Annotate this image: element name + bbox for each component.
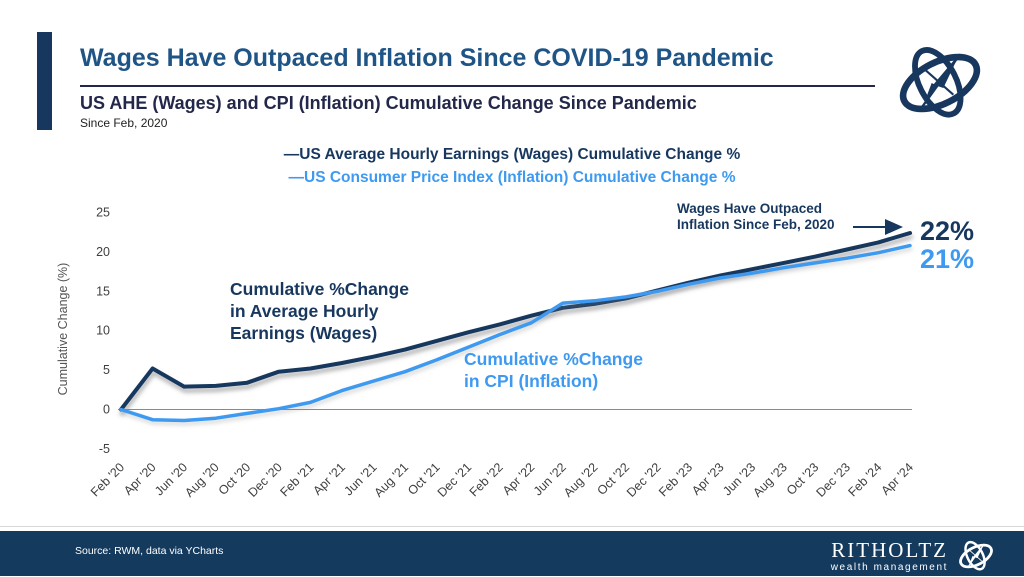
title-underline — [80, 85, 875, 87]
chart-subtitle: US AHE (Wages) and CPI (Inflation) Cumul… — [80, 93, 697, 113]
brand-subtitle: wealth management — [830, 561, 948, 573]
cpi-line — [119, 243, 912, 423]
footer-divider — [0, 526, 1024, 527]
y-tick-label: 25 — [96, 206, 110, 220]
wages-end-value: 22% — [920, 216, 975, 246]
x-tick-label: Dec '22 — [624, 460, 664, 500]
legend-item-cpi: —US Consumer Price Index (Inflation) Cum… — [288, 169, 736, 186]
wages-annotation: Cumulative %Change in Average Hourly Ear… — [230, 279, 409, 343]
x-tick-label: Dec '23 — [813, 460, 853, 500]
y-tick-label: 15 — [96, 284, 110, 298]
y-tick-label: 10 — [96, 324, 110, 338]
source-note: Source: RWM, data via YCharts — [75, 545, 224, 557]
x-tick-label: Apr '23 — [689, 460, 727, 498]
page-title: Wages Have Outpaced Inflation Since COVI… — [80, 44, 774, 72]
x-tick-label: Dec '21 — [435, 460, 475, 500]
outpaced-annotation: Wages Have Outpaced Inflation Since Feb,… — [677, 201, 835, 232]
x-tick-label: Feb '20 — [88, 460, 127, 499]
wages-line — [119, 231, 912, 412]
x-tick-label: Feb '22 — [467, 460, 506, 499]
y-tick-label: -5 — [99, 442, 110, 456]
x-tick-label: Apr '21 — [310, 460, 348, 498]
x-tick-label: Apr '20 — [121, 460, 159, 498]
x-tick-label: Feb '24 — [845, 460, 884, 499]
x-tick-label: Feb '21 — [277, 460, 316, 499]
y-tick-label: 5 — [103, 363, 110, 377]
accent-bar — [37, 32, 52, 130]
brand-name: RITHOLTZ — [831, 537, 948, 562]
x-tick-label: Feb '23 — [656, 460, 695, 499]
footer-brand: RITHOLTZ wealth management — [831, 535, 998, 577]
cpi-end-value: 21% — [920, 244, 975, 274]
x-tick-label: Aug '22 — [561, 460, 601, 500]
y-tick-label: 0 — [103, 403, 110, 417]
ritholtz-gyroscope-icon-footer — [954, 535, 998, 577]
x-tick-label: Apr '22 — [500, 460, 538, 498]
x-tick-label: Dec '20 — [245, 460, 285, 500]
y-axis-label: Cumulative Change (%) — [56, 262, 70, 396]
y-tick-label: 20 — [96, 245, 110, 259]
chart-legend: —US Average Hourly Earnings (Wages) Cumu… — [0, 143, 1024, 189]
x-tick-label: Apr '24 — [878, 460, 916, 498]
footer-bar — [0, 531, 1024, 576]
date-note: Since Feb, 2020 — [80, 116, 168, 130]
cpi-annotation: Cumulative %Change in CPI (Inflation) — [464, 349, 643, 391]
x-tick-label: Aug '21 — [372, 460, 412, 500]
x-tick-label: Aug '20 — [182, 460, 222, 500]
x-tick-label: Aug '23 — [750, 460, 790, 500]
legend-item-wages: —US Average Hourly Earnings (Wages) Cumu… — [283, 146, 741, 163]
